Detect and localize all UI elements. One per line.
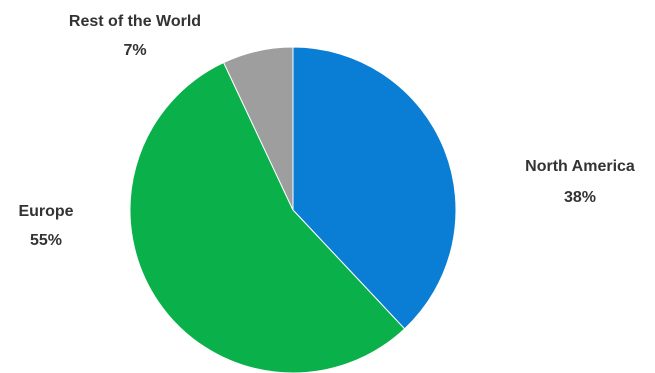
label-rest-of-world-percent: 7% bbox=[123, 42, 146, 59]
label-europe: Europe 55% bbox=[18, 203, 73, 249]
label-north-america: North America 38% bbox=[525, 158, 635, 206]
label-rest-of-world: Rest of the World 7% bbox=[69, 13, 201, 59]
label-north-america-percent: 38% bbox=[564, 189, 596, 206]
pie-slice-europe bbox=[129, 61, 406, 373]
pie-slices bbox=[129, 46, 457, 373]
label-europe-name: Europe bbox=[18, 203, 73, 220]
pie-slice-north-america bbox=[292, 46, 457, 330]
label-north-america-name: North America bbox=[525, 158, 635, 175]
pie-slice-rest-of-the-world bbox=[222, 46, 294, 211]
label-rest-of-world-name: Rest of the World bbox=[69, 13, 201, 30]
label-europe-percent: 55% bbox=[30, 232, 62, 249]
